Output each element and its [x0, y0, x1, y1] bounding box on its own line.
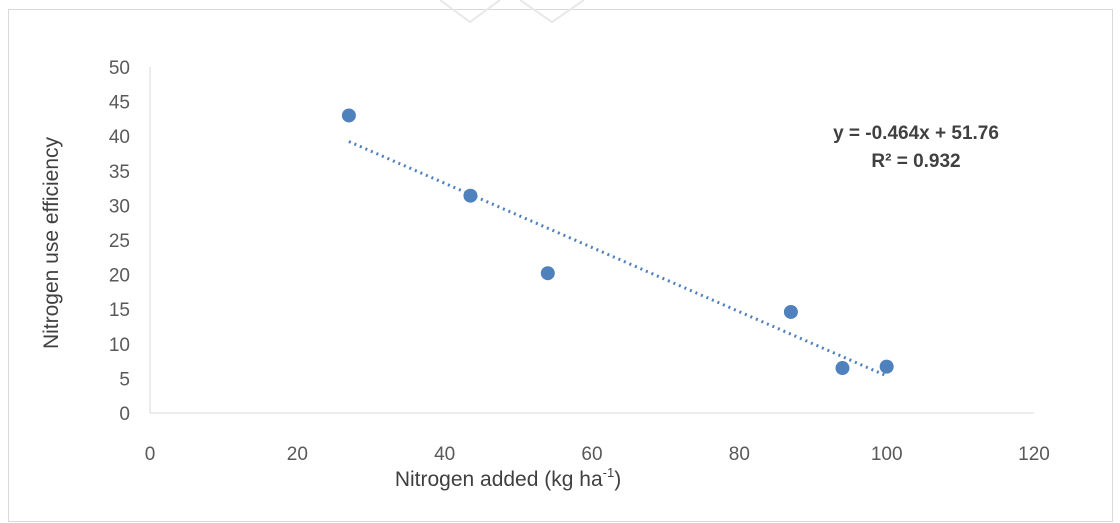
data-point [835, 361, 850, 376]
y-tick-label: 25 [109, 231, 130, 252]
y-tick-label: 5 [119, 369, 130, 390]
trendline-r-squared: R² = 0.932 [871, 151, 960, 172]
y-tick-label: 20 [109, 266, 130, 287]
data-point [540, 266, 555, 281]
data-point [783, 304, 798, 319]
watermark-marks [439, 0, 585, 24]
x-tick-label: 80 [729, 444, 750, 465]
x-axis-title-main: Nitrogen added (kg ha [395, 468, 603, 491]
y-tick-label: 45 [109, 93, 130, 114]
x-axis-title: Nitrogen added (kg ha-1) [395, 465, 621, 491]
x-axis-title-suffix: ) [614, 468, 621, 491]
x-tick-label: 0 [145, 444, 156, 465]
y-tick-label: 10 [109, 335, 130, 356]
trendline-equation: y = -0.464x + 51.76 [833, 123, 999, 144]
data-point [341, 108, 356, 123]
y-tick-label: 30 [109, 196, 130, 217]
chart-border [8, 9, 1113, 522]
x-tick-label: 120 [1018, 444, 1050, 465]
x-tick-label: 100 [871, 444, 903, 465]
y-tick-label: 0 [119, 404, 130, 425]
y-axis-title: Nitrogen use efficiency [40, 136, 63, 349]
y-tick-label: 35 [109, 162, 130, 183]
data-point [463, 188, 478, 203]
y-tick-labels: 0 5 10 15 20 25 30 35 40 45 50 [109, 58, 130, 425]
x-tick-labels: 0 20 40 60 80 100 120 [145, 444, 1050, 465]
x-tick-label: 60 [581, 444, 602, 465]
y-tick-label: 50 [109, 58, 130, 79]
x-tick-label: 40 [434, 444, 455, 465]
x-tick-label: 20 [287, 444, 308, 465]
trendline [348, 140, 888, 378]
plot-area [341, 108, 894, 378]
y-tick-label: 15 [109, 300, 130, 321]
y-tick-label: 40 [109, 127, 130, 148]
x-axis-title-superscript: -1 [603, 465, 615, 480]
data-point [879, 359, 894, 374]
